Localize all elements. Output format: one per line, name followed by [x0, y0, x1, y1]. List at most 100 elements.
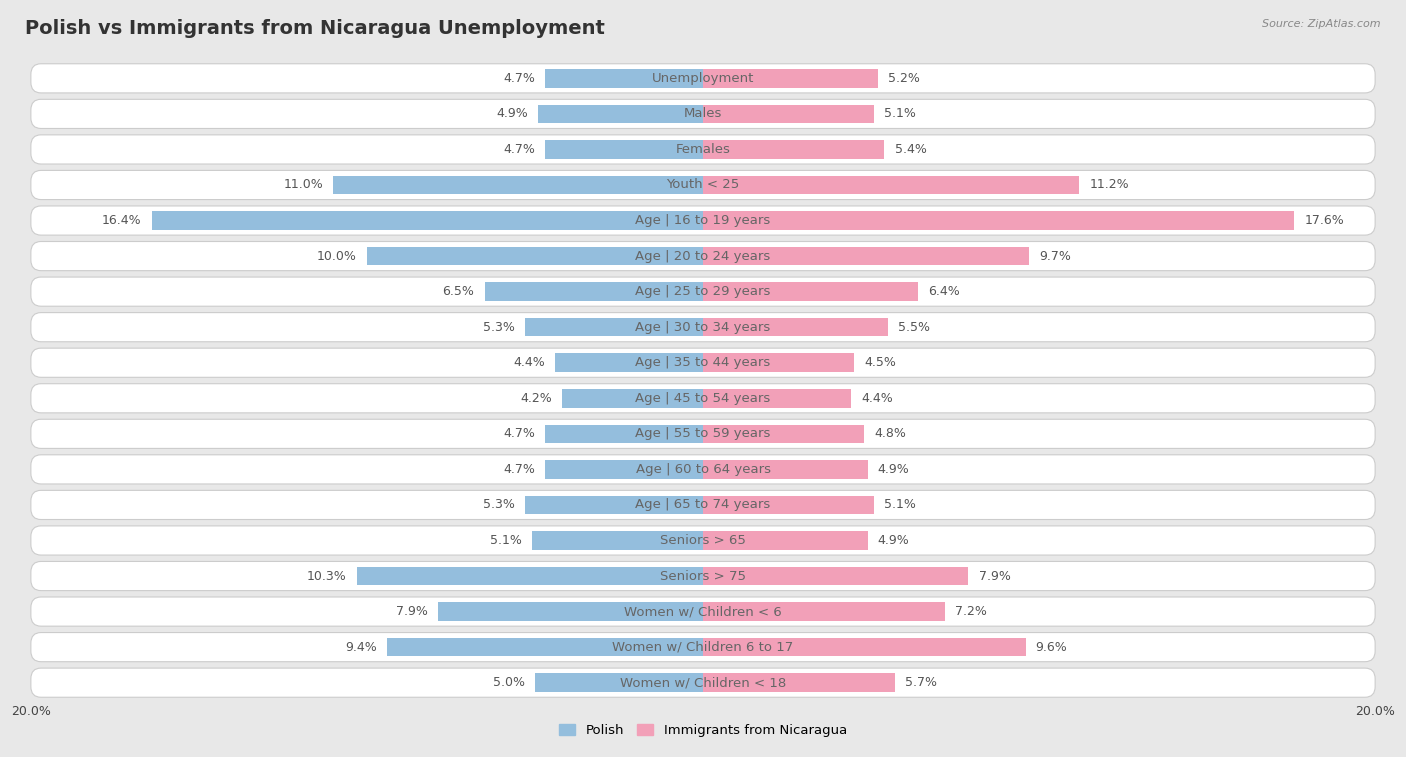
Bar — [703, 389, 851, 407]
Text: 4.9%: 4.9% — [496, 107, 529, 120]
Bar — [703, 603, 945, 621]
Bar — [703, 674, 894, 692]
FancyBboxPatch shape — [31, 384, 1375, 413]
Bar — [703, 496, 875, 514]
Text: 5.7%: 5.7% — [904, 676, 936, 689]
Text: 17.6%: 17.6% — [1305, 214, 1344, 227]
Text: 10.3%: 10.3% — [307, 569, 347, 583]
Text: 5.3%: 5.3% — [482, 321, 515, 334]
Text: 5.0%: 5.0% — [494, 676, 524, 689]
Text: Women w/ Children < 6: Women w/ Children < 6 — [624, 605, 782, 618]
Text: 4.7%: 4.7% — [503, 463, 534, 476]
Text: Females: Females — [675, 143, 731, 156]
Bar — [703, 282, 918, 301]
Text: 10.0%: 10.0% — [316, 250, 357, 263]
Bar — [546, 460, 703, 478]
Text: Unemployment: Unemployment — [652, 72, 754, 85]
Bar — [703, 460, 868, 478]
FancyBboxPatch shape — [31, 562, 1375, 590]
Text: 4.7%: 4.7% — [503, 143, 534, 156]
Text: Age | 25 to 29 years: Age | 25 to 29 years — [636, 285, 770, 298]
Bar — [485, 282, 703, 301]
FancyBboxPatch shape — [31, 526, 1375, 555]
Bar — [703, 638, 1025, 656]
FancyBboxPatch shape — [31, 241, 1375, 271]
Text: Seniors > 65: Seniors > 65 — [659, 534, 747, 547]
Bar — [546, 69, 703, 88]
Text: 5.5%: 5.5% — [898, 321, 929, 334]
Bar — [703, 69, 877, 88]
Text: 20.0%: 20.0% — [1355, 705, 1395, 718]
Text: 16.4%: 16.4% — [103, 214, 142, 227]
FancyBboxPatch shape — [31, 419, 1375, 448]
FancyBboxPatch shape — [31, 206, 1375, 235]
Text: 9.6%: 9.6% — [1036, 640, 1067, 653]
FancyBboxPatch shape — [31, 64, 1375, 93]
Text: Males: Males — [683, 107, 723, 120]
Text: 9.7%: 9.7% — [1039, 250, 1071, 263]
Text: 4.5%: 4.5% — [865, 357, 896, 369]
Text: 4.7%: 4.7% — [503, 428, 534, 441]
Text: 7.9%: 7.9% — [979, 569, 1011, 583]
Text: 4.9%: 4.9% — [877, 463, 910, 476]
Text: Youth < 25: Youth < 25 — [666, 179, 740, 192]
Text: Age | 60 to 64 years: Age | 60 to 64 years — [636, 463, 770, 476]
Text: 5.2%: 5.2% — [887, 72, 920, 85]
Text: 4.7%: 4.7% — [503, 72, 534, 85]
Text: Polish vs Immigrants from Nicaragua Unemployment: Polish vs Immigrants from Nicaragua Unem… — [25, 19, 605, 38]
Text: 6.5%: 6.5% — [443, 285, 474, 298]
Bar — [703, 140, 884, 159]
Bar — [437, 603, 703, 621]
Text: 4.4%: 4.4% — [860, 392, 893, 405]
Text: 4.2%: 4.2% — [520, 392, 551, 405]
Text: 5.1%: 5.1% — [884, 107, 917, 120]
Text: Age | 45 to 54 years: Age | 45 to 54 years — [636, 392, 770, 405]
Text: Women w/ Children < 18: Women w/ Children < 18 — [620, 676, 786, 689]
Text: 7.2%: 7.2% — [955, 605, 987, 618]
Legend: Polish, Immigrants from Nicaragua: Polish, Immigrants from Nicaragua — [554, 719, 852, 743]
Bar — [703, 104, 875, 123]
FancyBboxPatch shape — [31, 99, 1375, 129]
Bar — [703, 425, 865, 443]
Bar — [524, 496, 703, 514]
Bar — [357, 567, 703, 585]
Text: 7.9%: 7.9% — [395, 605, 427, 618]
Bar — [546, 425, 703, 443]
Bar — [703, 354, 855, 372]
Text: 4.9%: 4.9% — [877, 534, 910, 547]
Text: 9.4%: 9.4% — [346, 640, 377, 653]
Bar — [703, 211, 1295, 230]
FancyBboxPatch shape — [31, 597, 1375, 626]
Text: 4.4%: 4.4% — [513, 357, 546, 369]
Text: Age | 65 to 74 years: Age | 65 to 74 years — [636, 498, 770, 512]
FancyBboxPatch shape — [31, 277, 1375, 307]
Text: 20.0%: 20.0% — [11, 705, 51, 718]
Text: 11.0%: 11.0% — [284, 179, 323, 192]
Bar — [703, 176, 1080, 195]
Bar — [333, 176, 703, 195]
Bar — [555, 354, 703, 372]
Text: 6.4%: 6.4% — [928, 285, 960, 298]
Bar — [538, 104, 703, 123]
Bar — [703, 531, 868, 550]
FancyBboxPatch shape — [31, 668, 1375, 697]
Text: Age | 30 to 34 years: Age | 30 to 34 years — [636, 321, 770, 334]
Text: Age | 20 to 24 years: Age | 20 to 24 years — [636, 250, 770, 263]
Text: Seniors > 75: Seniors > 75 — [659, 569, 747, 583]
Text: 4.8%: 4.8% — [875, 428, 907, 441]
Bar — [531, 531, 703, 550]
Text: 5.1%: 5.1% — [489, 534, 522, 547]
Bar — [524, 318, 703, 336]
Bar — [387, 638, 703, 656]
FancyBboxPatch shape — [31, 633, 1375, 662]
Bar — [152, 211, 703, 230]
Text: 5.3%: 5.3% — [482, 498, 515, 512]
Bar — [562, 389, 703, 407]
FancyBboxPatch shape — [31, 170, 1375, 200]
FancyBboxPatch shape — [31, 313, 1375, 341]
Bar — [546, 140, 703, 159]
Text: 5.1%: 5.1% — [884, 498, 917, 512]
FancyBboxPatch shape — [31, 348, 1375, 377]
Bar — [534, 674, 703, 692]
FancyBboxPatch shape — [31, 455, 1375, 484]
